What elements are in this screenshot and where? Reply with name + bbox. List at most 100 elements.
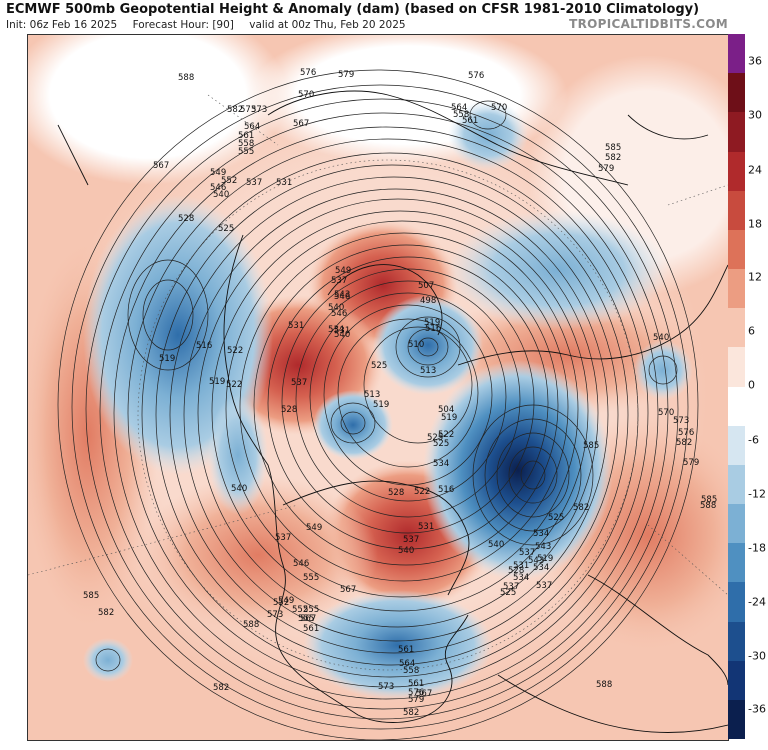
contour-label: 573 <box>251 105 267 115</box>
colorbar-segment <box>728 34 745 74</box>
cold-anomaly-coast <box>208 395 268 515</box>
contour-label: 537 <box>246 178 262 188</box>
colorbar-segment <box>728 190 745 231</box>
cold-anomaly-east-small <box>633 340 693 400</box>
contour-label: 570 <box>491 103 507 113</box>
colorbar-segment <box>728 621 745 662</box>
cold-anomaly-south <box>303 590 493 700</box>
colorbar-tick-label: 6 <box>748 324 755 338</box>
contour-label: 555 <box>298 614 314 624</box>
cold-anomaly-small <box>313 390 393 460</box>
contour-label: 546 <box>293 559 309 569</box>
contour-label: 573 <box>240 105 256 115</box>
contour-label: 564 <box>451 103 467 113</box>
map-subtitle: Init: 06z Feb 16 2025 Forecast Hour: [90… <box>6 19 418 31</box>
contour-label: 531 <box>334 326 350 336</box>
contour-label: 549 <box>306 523 322 533</box>
contour-label: 525 <box>548 513 564 523</box>
colorbar-tick-label: -36 <box>748 702 766 716</box>
contour-label: 573 <box>673 416 689 426</box>
contour-label: 558 <box>453 110 469 120</box>
contour-label: 510 <box>408 340 424 350</box>
contour-label: 567 <box>153 161 169 171</box>
colorbar: 36 30 24 18 12 6 0 -6 -12 -18 -24 -30 -36 <box>728 34 768 740</box>
contour-label: 522 <box>226 380 242 390</box>
contour-label: 513 <box>364 390 380 400</box>
contour-label: 522 <box>438 430 454 440</box>
contour-label: 537 <box>291 378 307 388</box>
colorbar-segment <box>728 229 745 270</box>
contour-label: 579 <box>338 70 354 80</box>
contour-label: 531 <box>276 178 292 188</box>
contour-label: 588 <box>596 680 612 690</box>
contour-label: 534 <box>513 573 529 583</box>
map-title: ECMWF 500mb Geopotential Height & Anomal… <box>6 2 700 17</box>
colorbar-segment <box>728 269 745 309</box>
contour-label: 549 <box>335 266 351 276</box>
colorbar-segment <box>728 386 745 427</box>
contour-label: 528 <box>281 405 297 415</box>
contour-label: 519 <box>159 354 175 364</box>
contour-label: 525 <box>433 439 449 449</box>
contour-label: 588 <box>243 620 259 630</box>
contour-label: 576 <box>408 688 424 698</box>
coastlines <box>57 90 728 733</box>
contour-label: 555 <box>303 605 319 615</box>
contour-label: 546 <box>210 183 226 193</box>
contour-label: 570 <box>298 90 314 100</box>
contour-label: 519 <box>441 413 457 423</box>
contour-label: 579 <box>408 695 424 705</box>
contour-label: 534 <box>533 563 549 573</box>
site-credit: TROPICALTIDBITS.COM <box>569 17 728 31</box>
contour-label: 513 <box>420 366 436 376</box>
contour-label: 552 <box>292 605 308 615</box>
contour-label: 585 <box>605 143 621 153</box>
contour-label: 525 <box>218 224 234 234</box>
colorbar-tick-label: -24 <box>748 595 766 609</box>
contour-label: 519 <box>373 400 389 410</box>
contour-label: 552 <box>273 598 289 608</box>
contour-label: 540 <box>398 546 414 556</box>
contour-label: 546 <box>334 292 350 302</box>
cold-anomaly-sw-small <box>83 638 133 682</box>
contour-label: 504 <box>438 405 454 415</box>
contour-label: 534 <box>533 529 549 539</box>
contour-label: 576 <box>678 428 694 438</box>
contour-label: 522 <box>227 346 243 356</box>
colorbar-tick-label: 12 <box>748 270 762 284</box>
contour-label: 567 <box>340 585 356 595</box>
contour-label: 534 <box>328 325 344 335</box>
contour-label: 549 <box>278 596 294 606</box>
cold-anomaly-siberia <box>448 210 668 330</box>
contour-label: 567 <box>293 119 309 129</box>
contour-label: 528 <box>508 566 524 576</box>
contour-label: 582 <box>573 503 589 513</box>
map-panel[interactable]: 588 582 573 576 579 570 576 564 558 561 570 567 573 5… <box>27 34 729 741</box>
contour-label: 519 <box>537 554 553 564</box>
contour-label: 585 <box>583 441 599 451</box>
contour-label: 519 <box>424 318 440 328</box>
contour-label: 585 <box>701 495 717 505</box>
contour-label: 570 <box>658 408 674 418</box>
contour-label: 525 <box>427 433 443 443</box>
colorbar-segment <box>728 699 745 740</box>
contour-label: 582 <box>403 708 419 718</box>
contour-label: 519 <box>209 377 225 387</box>
contour-label: 528 <box>178 214 194 224</box>
colorbar-tick-label: 18 <box>748 217 762 231</box>
colorbar-tick-label: 0 <box>748 378 755 392</box>
contour-label: 582 <box>227 105 243 115</box>
contour-label: 549 <box>210 168 226 178</box>
contour-label: 522 <box>414 487 430 497</box>
contour-label: 540 <box>334 330 350 340</box>
contour-label: 543 <box>334 290 350 300</box>
contour-label: 576 <box>468 71 484 81</box>
contour-label: 525 <box>500 588 516 598</box>
contour-label: 537 <box>331 276 347 286</box>
contour-label: 507 <box>418 281 434 291</box>
contour-label: 582 <box>605 153 621 163</box>
colorbar-segment <box>728 582 745 622</box>
contour-label: 546 <box>331 309 347 319</box>
